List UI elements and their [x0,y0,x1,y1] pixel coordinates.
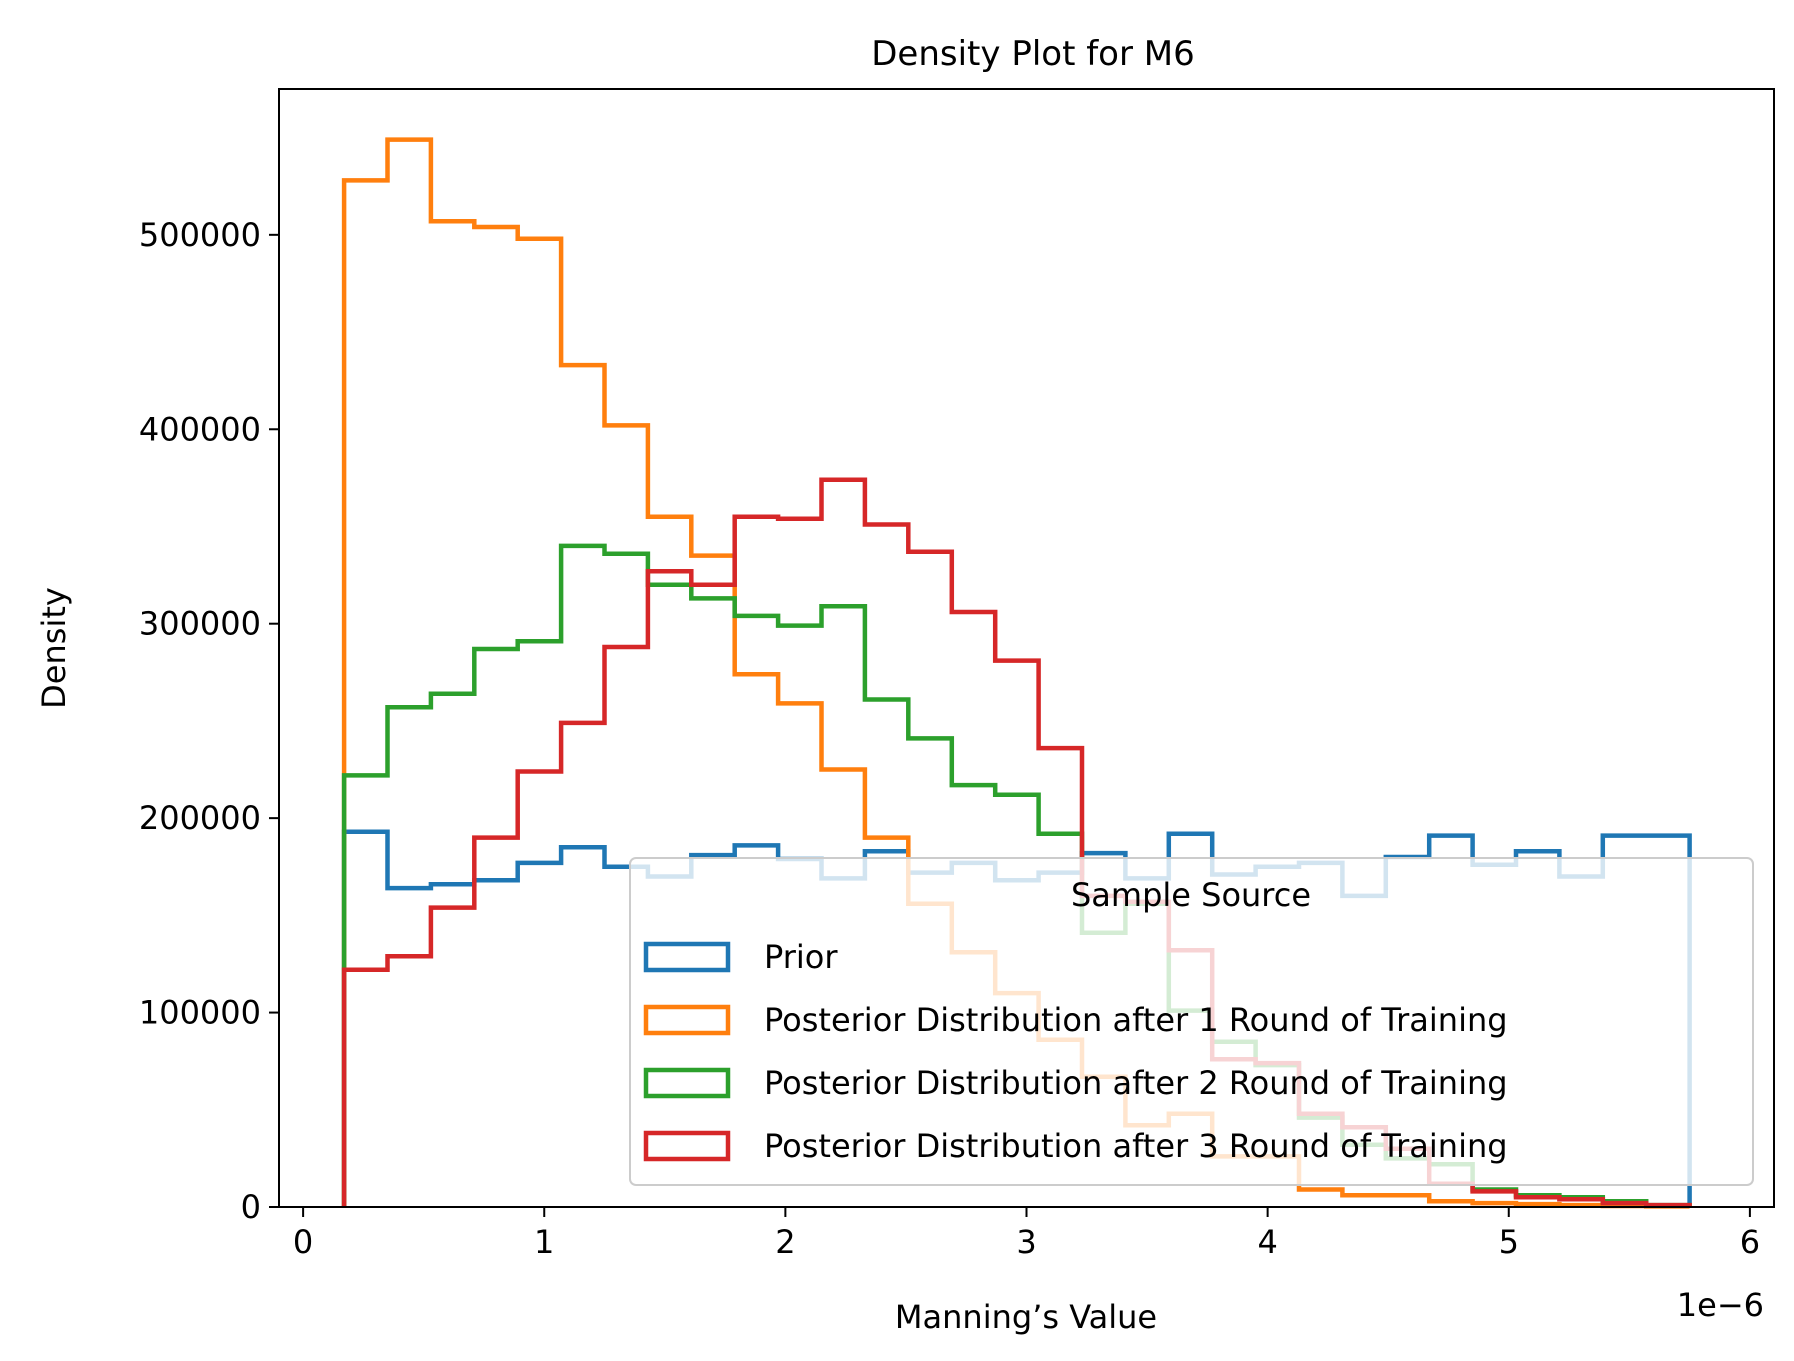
y-tick-label: 200000 [139,799,261,837]
legend-swatch [643,1067,731,1099]
x-axis-offset-label: 1e−6 [1677,1286,1764,1324]
chart-title: Density Plot for M6 [871,34,1194,74]
legend: Sample Source Prior Posterior Distribution… [629,857,1754,1186]
legend-swatch [643,941,731,973]
y-tick-label: 400000 [139,410,261,448]
legend-box [629,857,1754,1186]
y-axis-label: Density [35,587,73,709]
y-tick-label: 100000 [139,994,261,1032]
y-tick-label: 300000 [139,605,261,643]
x-tick-label: 2 [775,1223,795,1261]
x-tick-label: 5 [1499,1223,1519,1261]
legend-swatch [643,1130,731,1162]
x-tick-label: 3 [1016,1223,1036,1261]
series-4-step-line [341,477,1692,1208]
legend-entry-label: Prior [764,938,838,976]
legend-title: Sample Source [1071,876,1311,914]
x-axis: 0 1 2 3 4 5 6 [293,1207,1760,1261]
y-tick-label: 500000 [139,216,261,254]
x-axis-label: Manning’s Value [895,1298,1157,1336]
x-tick-label: 6 [1740,1223,1760,1261]
legend-entry-label: Posterior Distribution after 1 Round of … [764,1001,1508,1039]
legend-entry-label: Posterior Distribution after 3 Round of … [764,1127,1508,1165]
y-tick-label: 0 [241,1188,261,1226]
x-tick-label: 0 [293,1223,313,1261]
x-tick-label: 4 [1257,1223,1277,1261]
x-tick-label: 1 [534,1223,554,1261]
legend-entry-label: Posterior Distribution after 2 Round of … [764,1064,1508,1102]
legend-swatch [643,1004,731,1036]
y-axis: 0 100000 200000 300000 400000 500000 [139,216,279,1226]
